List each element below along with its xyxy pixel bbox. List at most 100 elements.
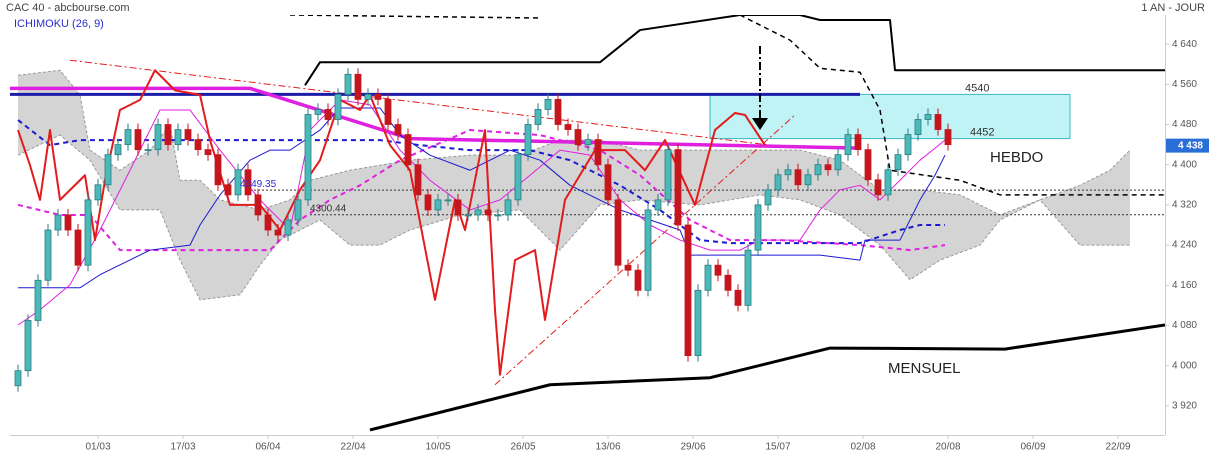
x-tick-label: 17/03: [170, 442, 195, 453]
candle-body: [224, 184, 232, 196]
candle-body: [714, 264, 722, 276]
candle-body: [364, 93, 372, 100]
annotation: HEBDO: [990, 149, 1043, 166]
candle-body: [854, 134, 862, 151]
indicator-line: [304, 15, 1165, 86]
candle-body: [544, 99, 552, 110]
candle-body: [344, 73, 352, 95]
candle-body: [764, 189, 772, 206]
candle-body: [844, 134, 852, 156]
candle-body: [934, 114, 942, 130]
indicator-label: ICHIMOKU (26, 9): [14, 18, 104, 30]
candle-body: [804, 174, 812, 186]
candle-body: [184, 129, 192, 140]
candle-body: [234, 169, 242, 196]
candle-body: [14, 370, 22, 387]
annotation: MENSUEL: [888, 360, 961, 377]
y-tick-label: 4 240: [1172, 240, 1197, 251]
candle-body: [384, 99, 392, 125]
indicator-line: [69, 59, 771, 146]
candle-body: [614, 199, 622, 266]
candle-body: [84, 199, 92, 266]
x-tick-label: 01/03: [85, 442, 110, 453]
candle-body: [784, 169, 792, 176]
candle-body: [174, 129, 182, 146]
y-tick-label: 4 080: [1172, 320, 1197, 331]
candle-body: [34, 279, 42, 321]
candle-body: [494, 214, 502, 217]
candle-body: [404, 134, 412, 166]
candle-body: [144, 149, 152, 152]
indicator-line: [17, 119, 945, 245]
candle-body: [154, 124, 162, 151]
x-tick-label: 29/06: [680, 442, 705, 453]
x-tick-label: 22/04: [340, 442, 365, 453]
candle-body: [214, 154, 222, 186]
candle-body: [204, 149, 212, 156]
candle-body: [104, 154, 112, 186]
candle-body: [324, 109, 332, 120]
candle-body: [264, 214, 272, 231]
candle-body: [694, 289, 702, 357]
x-tick-label: 20/08: [935, 442, 960, 453]
candle-body: [504, 199, 512, 216]
candle-body: [874, 179, 882, 196]
plot-area: [10, 15, 1165, 432]
candle-body: [704, 264, 712, 291]
candle-body: [524, 124, 532, 156]
chart-title: CAC 40 - abcbourse.com: [6, 2, 130, 14]
candle-body: [594, 139, 602, 166]
x-tick-label: 13/06: [595, 442, 620, 453]
candle-body: [394, 124, 402, 135]
candle-body: [254, 194, 262, 216]
candle-body: [574, 129, 582, 146]
candle-body: [894, 154, 902, 171]
x-tick-label: 10/05: [425, 442, 450, 453]
indicator-line: [289, 15, 541, 19]
arrow-head: [752, 118, 768, 130]
candle-body: [564, 124, 572, 130]
zone-label: 4540: [965, 82, 989, 94]
candle-body: [274, 229, 282, 236]
candle-body: [904, 134, 912, 156]
candle-body: [674, 149, 682, 226]
candle-body: [724, 274, 732, 291]
candle-body: [814, 164, 822, 176]
y-tick-label: 4 400: [1172, 159, 1197, 170]
y-tick-label: 4 000: [1172, 360, 1197, 371]
candle-body: [654, 199, 662, 211]
candle-body: [94, 184, 102, 201]
candle-body: [464, 214, 472, 217]
candle-body: [134, 129, 142, 151]
candle-body: [24, 320, 32, 372]
candle-body: [294, 199, 302, 221]
candle-body: [414, 164, 422, 196]
candle-body: [864, 149, 872, 181]
candle-body: [624, 264, 632, 271]
zone-label: 4452: [970, 126, 994, 138]
x-tick-label: 26/05: [510, 442, 535, 453]
candle-body: [284, 219, 292, 236]
candle-body: [884, 169, 892, 196]
period-label: 1 AN - JOUR: [1141, 2, 1205, 14]
x-tick-label: 06/09: [1020, 442, 1045, 453]
x-tick-label: 15/07: [765, 442, 790, 453]
candle-body: [124, 129, 132, 146]
candle-body: [914, 119, 922, 135]
candle-body: [474, 209, 482, 216]
level-label: 4300.44: [310, 203, 347, 214]
candle-body: [424, 194, 432, 211]
candle-body: [164, 124, 172, 146]
indicator-line: [369, 323, 1165, 432]
candle-body: [314, 109, 322, 115]
cloud-edge: [17, 69, 1131, 216]
candle-body: [374, 93, 382, 100]
candle-body: [774, 174, 782, 191]
candle-body: [114, 144, 122, 156]
cloud-edge: [17, 134, 1130, 301]
candle-body: [924, 114, 932, 120]
candle-body: [604, 164, 612, 201]
indicator-line: [18, 107, 946, 289]
candle-body: [944, 129, 952, 146]
